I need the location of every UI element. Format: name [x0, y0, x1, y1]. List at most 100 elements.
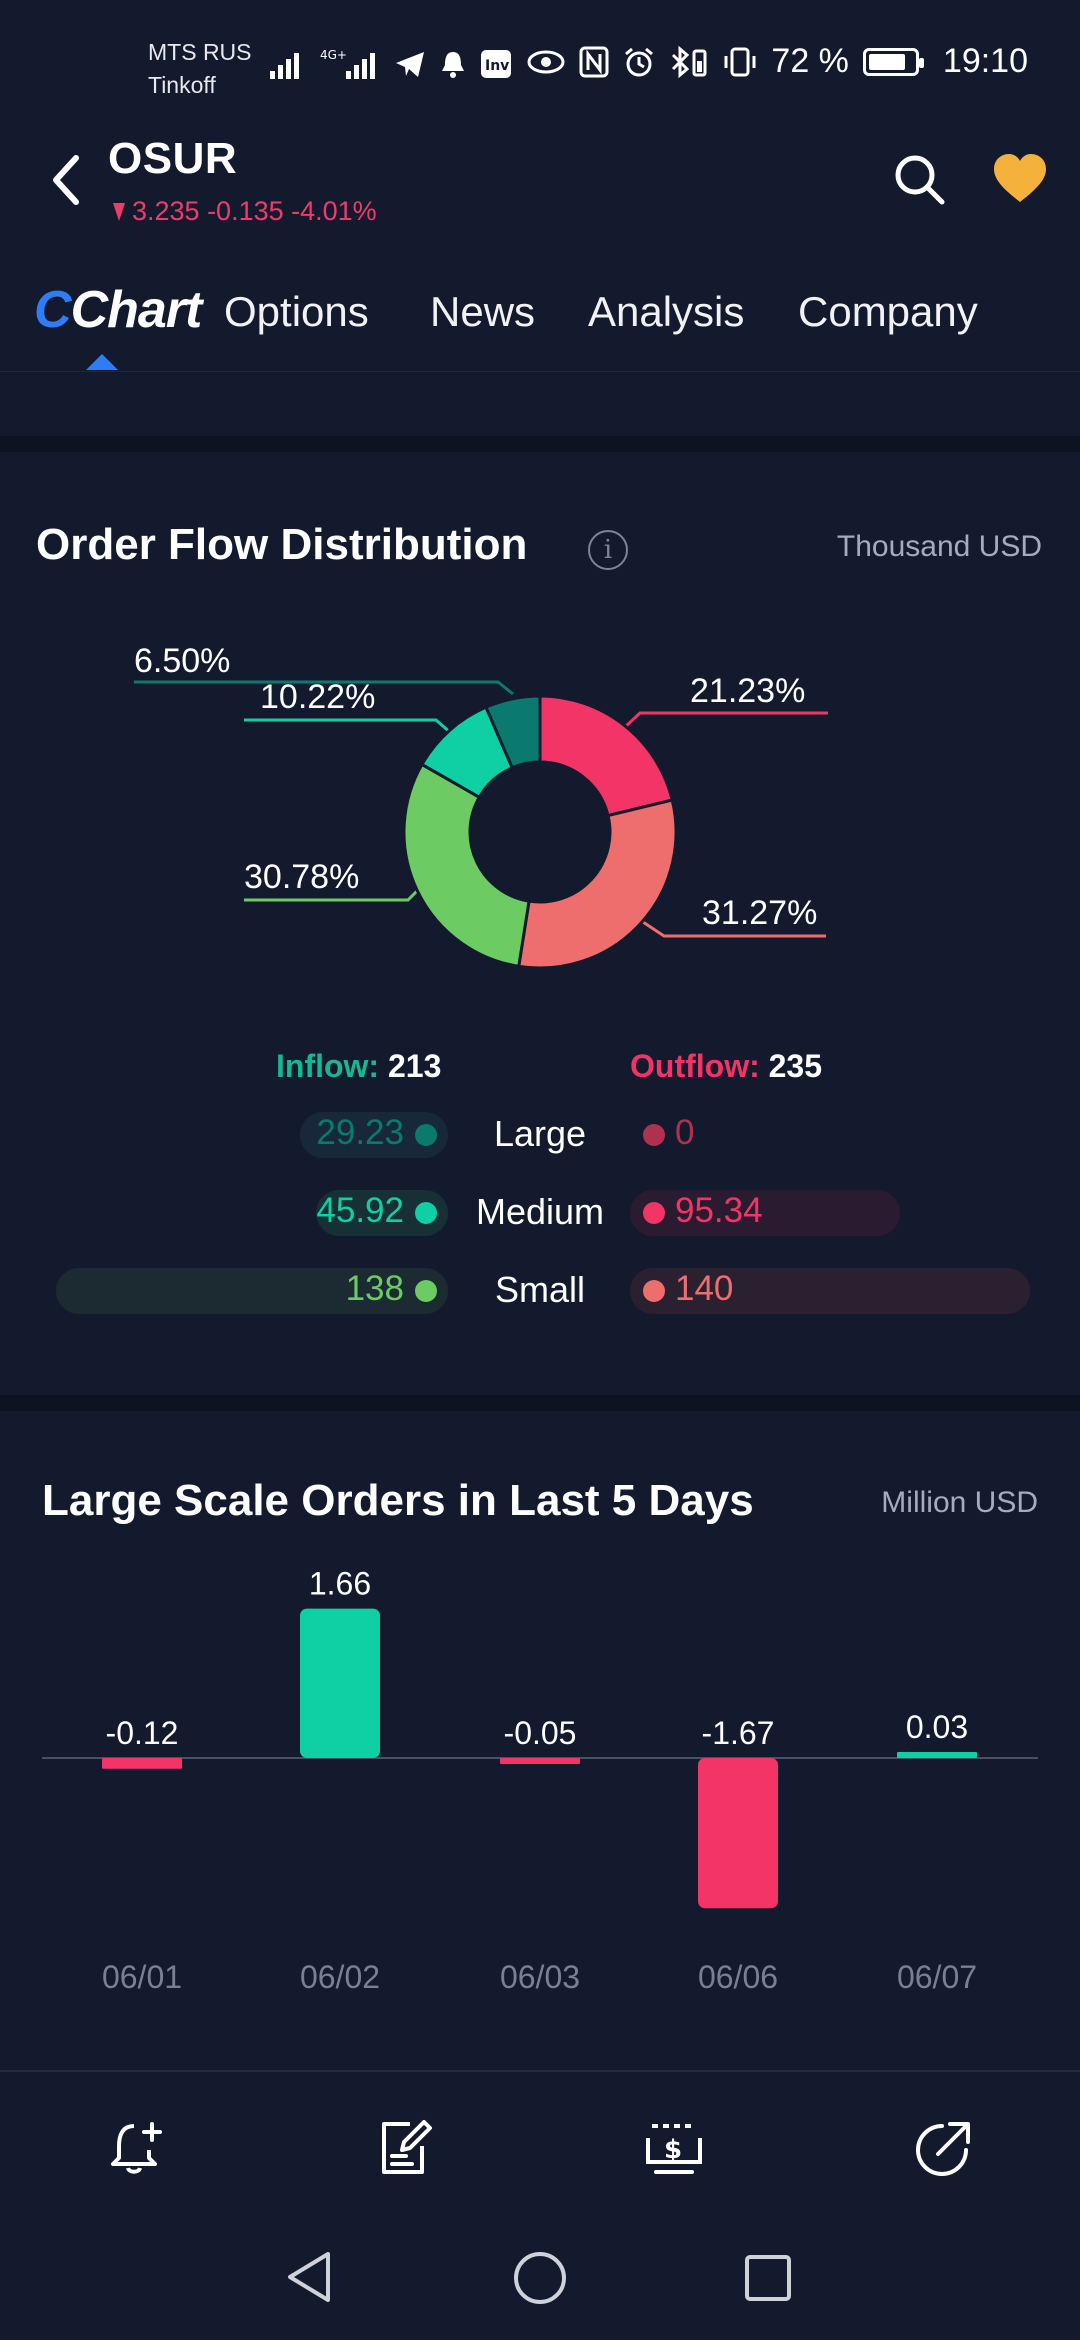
order-flow-donut: [134, 680, 828, 970]
bar-06-02: [300, 1608, 380, 1758]
clock: 19:10: [942, 42, 1028, 80]
tab-options[interactable]: Options: [224, 288, 369, 335]
svg-text:4G+: 4G+: [320, 48, 347, 62]
section-divider: [0, 1395, 1080, 1411]
vibrate-icon: [724, 47, 756, 76]
share-icon[interactable]: [912, 2116, 976, 2180]
bar-value-label: 0.03: [906, 1709, 968, 1745]
outflow-value-medium: 95.34: [675, 1191, 763, 1230]
svg-text:Inv: Inv: [485, 58, 509, 74]
svg-text:$: $: [664, 2135, 682, 2165]
telegram-icon: [396, 52, 424, 77]
date-tick-label: 06/01: [102, 1959, 182, 1995]
bar-value-label: -0.12: [106, 1715, 179, 1751]
bar-06-07: [897, 1752, 977, 1758]
price-quote: 3.235 -0.135 -4.01%: [112, 196, 377, 227]
bar-06-06: [698, 1758, 778, 1909]
signal-4g-icon: 4G+: [320, 48, 375, 79]
nav-recents-icon[interactable]: [744, 2254, 792, 2302]
date-tick-label: 06/07: [897, 1959, 977, 1995]
large-orders-unit: Million USD: [881, 1486, 1038, 1519]
row-label-large: Large: [493, 1113, 587, 1154]
section-divider: [0, 436, 1080, 452]
bluetooth-battery-icon: [672, 45, 707, 78]
notification-bell-icon: [442, 52, 464, 78]
order-flow-title: Order Flow Distribution: [36, 520, 528, 569]
inflow-dot-small: [415, 1280, 437, 1302]
inflow-dot-medium: [415, 1202, 437, 1224]
edit-note-icon[interactable]: [372, 2116, 436, 2180]
tab-chart-label: Chart: [70, 281, 203, 339]
investing-app-icon: Inv: [481, 50, 511, 78]
leader-line-medium-out: [622, 711, 828, 730]
nav-home-icon[interactable]: [512, 2250, 568, 2306]
leader-line-small-out: [639, 918, 826, 938]
battery-icon: [862, 47, 924, 76]
inflow-dot-large: [415, 1124, 437, 1146]
carrier-secondary: Tinkoff: [148, 72, 216, 98]
outflow-dot-small: [643, 1280, 665, 1302]
pct-medium-inflow: 10.22%: [260, 678, 376, 716]
leader-line-small-in: [244, 886, 422, 902]
search-icon[interactable]: [892, 152, 946, 206]
large-orders-title: Large Scale Orders in Last 5 Days: [42, 1476, 754, 1525]
favorite-heart-icon[interactable]: [992, 152, 1048, 206]
tab-bar: CChart Options News Analysis Company: [0, 280, 1080, 372]
alarm-icon: [625, 47, 654, 76]
status-icons: 4G+ Inv: [270, 44, 512, 84]
leader-line-large-in: [134, 680, 514, 696]
outflow-value-small: 140: [675, 1269, 734, 1308]
inflow-summary: Inflow: 213: [276, 1048, 441, 1085]
bottom-toolbar: [0, 2070, 1080, 2220]
add-alert-icon[interactable]: [104, 2116, 168, 2180]
date-tick-label: 06/02: [300, 1959, 380, 1995]
inflow-value-large: 29.23: [316, 1113, 404, 1152]
back-arrow-icon[interactable]: [46, 150, 86, 210]
trade-icon[interactable]: $: [642, 2116, 706, 2180]
tab-company[interactable]: Company: [798, 288, 978, 335]
outflow-bar-small: [630, 1268, 1030, 1314]
tab-chart[interactable]: CChart: [34, 280, 203, 340]
carrier-primary: MTS RUS: [148, 39, 252, 65]
bar-value-label: 1.66: [309, 1566, 371, 1602]
pct-large-inflow: 6.50%: [134, 642, 231, 680]
nav-back-icon[interactable]: [284, 2250, 334, 2304]
ticker-symbol: OSUR: [108, 134, 238, 183]
tab-chart-mark: C: [34, 281, 72, 339]
tab-news[interactable]: News: [430, 288, 536, 335]
date-tick-label: 06/06: [698, 1959, 778, 1995]
inflow-total: 213: [387, 1048, 442, 1084]
carrier-info: MTS RUS Tinkoff: [148, 36, 252, 102]
large-orders-bar-chart: -0.12 06/01 1.66 06/02 -0.05 06/03 -1.67 06/06 0…: [42, 1566, 1038, 1995]
donut-slice-medium-outflow: [538, 694, 675, 818]
donut-slice-large-inflow: [484, 694, 542, 770]
active-tab-indicator: [86, 354, 118, 370]
outflow-total: 235: [768, 1048, 823, 1084]
bar-value-label: -0.05: [504, 1715, 577, 1751]
status-bar: MTS RUS Tinkoff 4G+ Inv 72 % 19:10: [0, 0, 1080, 130]
pct-medium-outflow: 21.23%: [690, 672, 806, 710]
outflow-label: Outflow:: [630, 1048, 760, 1084]
battery-level: [868, 53, 905, 70]
price-change-text: 3.235 -0.135 -4.01%: [132, 196, 377, 226]
battery-percent: 72 %: [771, 42, 849, 80]
inflow-label: Inflow:: [276, 1048, 380, 1084]
inflow-bar-small: [56, 1268, 448, 1314]
tab-analysis[interactable]: Analysis: [588, 288, 745, 335]
inflow-value-small: 138: [345, 1269, 404, 1308]
status-right: 72 % 19:10: [527, 42, 1028, 81]
bar-06-03: [500, 1758, 580, 1764]
date-tick-label: 06/03: [500, 1959, 580, 1995]
row-label-medium: Medium: [475, 1191, 605, 1232]
donut-slice-small-outflow: [517, 798, 678, 970]
leader-line-medium-in: [244, 718, 453, 736]
row-label-small: Small: [494, 1269, 586, 1310]
outflow-value-large: 0: [675, 1113, 695, 1152]
donut-slice-small-inflow: [402, 762, 531, 969]
price-down-icon: [113, 202, 125, 221]
order-flow-unit: Thousand USD: [836, 530, 1042, 563]
outflow-summary: Outflow: 235: [630, 1048, 822, 1085]
pct-small-inflow: 30.78%: [244, 858, 360, 896]
bar-value-label: -1.67: [702, 1715, 775, 1751]
info-icon[interactable]: i: [588, 530, 628, 570]
